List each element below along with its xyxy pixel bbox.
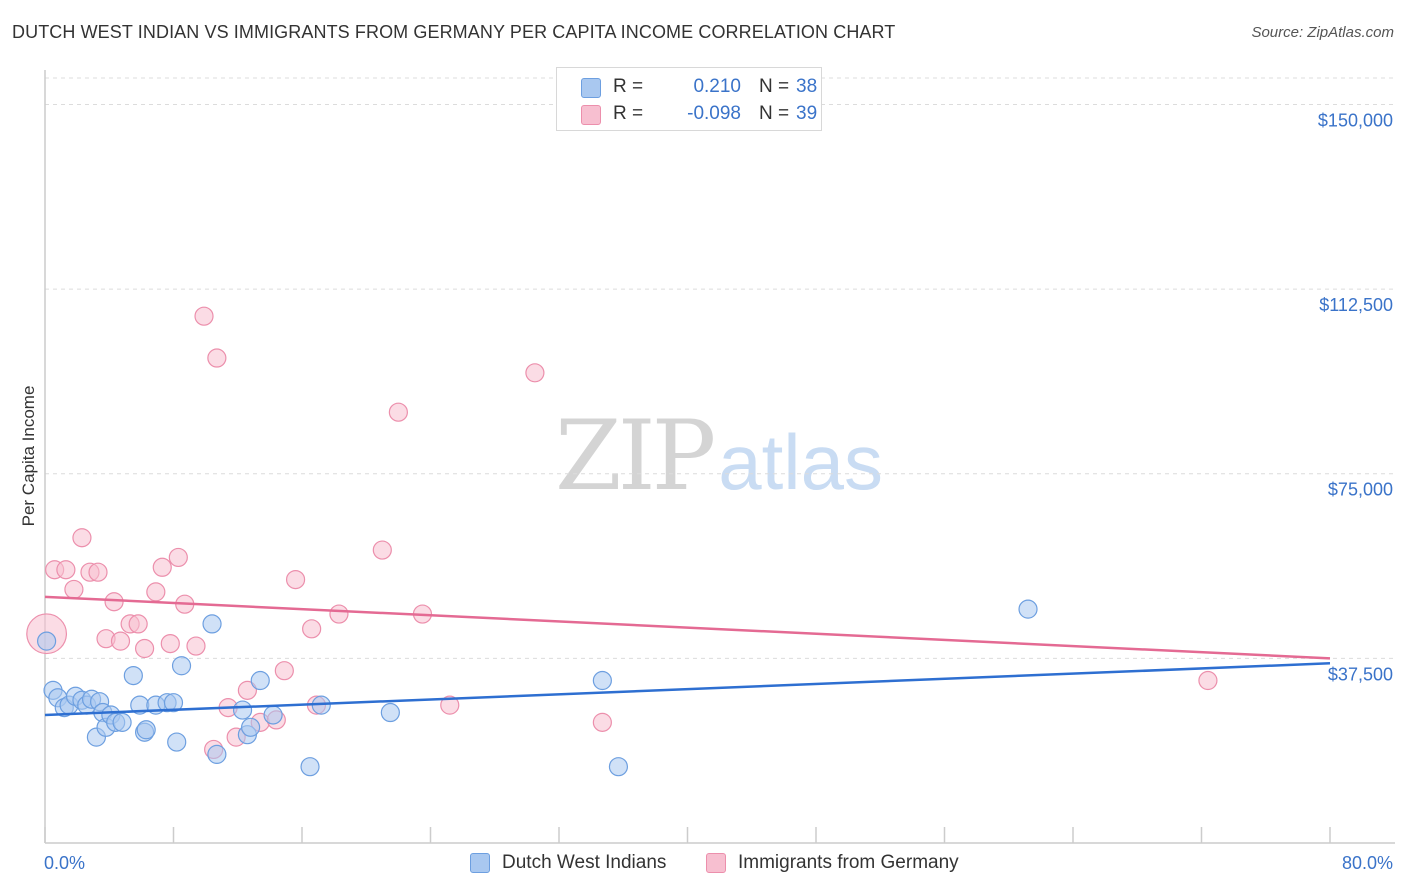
- germany-point-36: [525, 363, 545, 383]
- germany-point-6: [88, 562, 108, 582]
- series-legend-label: Dutch West Indians: [502, 852, 667, 873]
- germany-point-24: [237, 680, 257, 700]
- dwi-point-29: [241, 717, 261, 737]
- legend-n-label: N =: [759, 76, 790, 97]
- germany-point-14: [152, 557, 172, 577]
- y-tick-label-2: $112,500: [1319, 295, 1393, 315]
- dwi-point-24: [171, 656, 192, 676]
- legend-n-value: 39: [796, 103, 818, 124]
- dwi-point-22: [163, 693, 184, 713]
- dwi-point-15: [112, 712, 132, 732]
- legend-n-value: 38: [796, 76, 818, 97]
- legend-n-label: N =: [759, 103, 790, 124]
- germany-point-3: [64, 579, 84, 600]
- germany-point-9: [110, 631, 131, 651]
- legend-r-label: R =: [613, 76, 644, 97]
- germany-point-16: [168, 547, 188, 568]
- series-swatch-pink: [706, 853, 726, 873]
- legend-swatch-pink: [581, 105, 601, 125]
- dwi-point-32: [300, 757, 320, 777]
- dwi-point-36: [608, 757, 629, 777]
- legend-r-label: R =: [613, 103, 644, 124]
- germany-point-37: [592, 712, 612, 732]
- germany-point-33: [388, 402, 408, 422]
- germany-point-8: [104, 592, 124, 612]
- dwi-point-16: [123, 665, 143, 686]
- germany-point-15: [160, 633, 180, 654]
- germany-point-12: [134, 638, 155, 659]
- y-tick-label-1: $75,000: [1328, 480, 1393, 500]
- dwi-point-34: [380, 702, 400, 723]
- x-tick-labels: 0.0% 80.0%: [44, 853, 1393, 873]
- germany-point-11: [128, 614, 148, 634]
- germany-point-31: [329, 604, 349, 624]
- dwi-point-0: [37, 631, 57, 651]
- dwi-point-23: [167, 732, 187, 752]
- germany-point-18: [186, 636, 206, 656]
- chart-title: DUTCH WEST INDIAN VS IMMIGRANTS FROM GER…: [12, 22, 896, 42]
- germany-point-35: [440, 695, 460, 715]
- germany-point-4: [72, 528, 92, 548]
- legend-r-value: -0.098: [687, 103, 741, 124]
- trend-line-dutch-west-indians: [44, 662, 1331, 717]
- dwi-point-35: [592, 670, 612, 691]
- correlation-legend: R = 0.210 N = 38 R = -0.098 N = 39: [556, 67, 822, 131]
- germany-point-28: [285, 569, 306, 590]
- legend-r-value: 0.210: [693, 76, 741, 97]
- dwi-point-37: [1018, 599, 1038, 619]
- germany-point-2: [56, 560, 76, 580]
- series-legend-label: Immigrants from Germany: [738, 852, 959, 873]
- dwi-point-19: [136, 720, 156, 740]
- germany-point-32: [372, 540, 392, 560]
- germany-point-29: [302, 619, 322, 639]
- grid-lines: [45, 77, 1395, 659]
- y-axis-label: Per Capita Income: [19, 386, 38, 527]
- x-tick-label-end: 80.0%: [1342, 853, 1393, 873]
- y-tick-label-0: $37,500: [1328, 664, 1393, 684]
- legend-swatch-blue: [581, 78, 601, 98]
- dwi-point-30: [250, 670, 270, 691]
- source-credit: Source: ZipAtlas.com: [1251, 24, 1394, 41]
- series-swatch-blue: [470, 853, 490, 873]
- germany-point-38: [1198, 670, 1218, 691]
- dwi-point-27: [232, 700, 253, 720]
- y-tick-labels: $37,500 $75,000 $112,500 $150,000: [1318, 110, 1393, 684]
- germany-point-19: [194, 306, 214, 326]
- dwi-point-31: [263, 705, 283, 725]
- germany-point-13: [146, 582, 166, 602]
- germany-point-21: [207, 348, 227, 368]
- trend-line-immigrants-from-germany: [44, 595, 1331, 660]
- y-tick-label-3: $150,000: [1318, 110, 1393, 130]
- series-dutch-west-indians-points: [37, 599, 1038, 777]
- dwi-point-25: [202, 614, 222, 634]
- x-tick-label-start: 0.0%: [44, 853, 85, 873]
- germany-point-27: [274, 661, 294, 681]
- trend-lines: [44, 595, 1331, 717]
- dwi-point-26: [207, 744, 227, 764]
